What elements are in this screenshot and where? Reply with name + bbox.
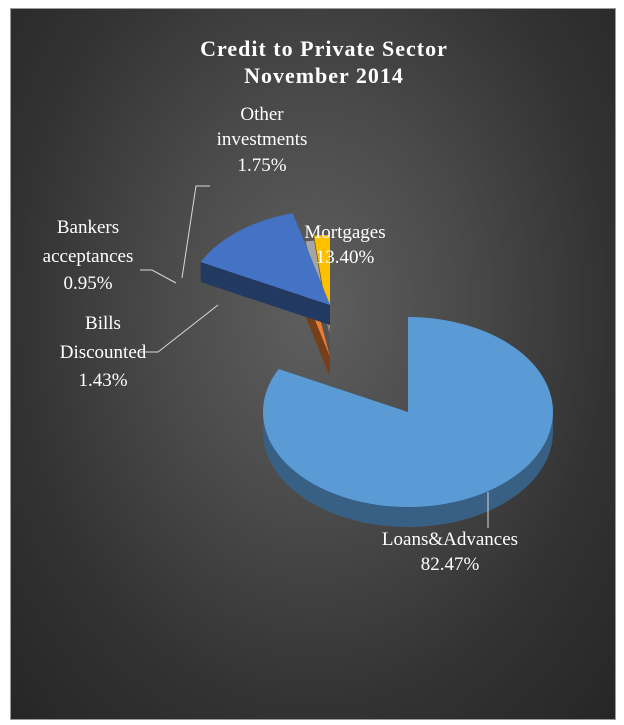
label-bankers: Bankers acceptances 0.95% — [43, 217, 134, 294]
label-bankers-line1: Bankers — [57, 217, 119, 238]
pie-slice-loans-advances — [263, 317, 553, 527]
label-bankers-pct: 0.95% — [63, 273, 112, 294]
label-other: Other investments 1.75% — [217, 104, 308, 176]
label-other-line2: investments — [217, 129, 308, 150]
label-other-pct: 1.75% — [237, 155, 286, 176]
label-other-line1: Other — [240, 104, 284, 125]
label-bills-line1: Bills — [85, 313, 121, 334]
label-bills-line2: Discounted — [60, 342, 147, 363]
label-bills: Bills Discounted 1.43% — [60, 313, 147, 391]
pie-slice-mortgages — [200, 213, 330, 325]
chart-title-line2: November 2014 — [244, 63, 404, 88]
label-mortgages-pct: 13.40% — [316, 247, 375, 268]
label-loans-pct: 82.47% — [421, 554, 480, 575]
leader-line-other — [181, 185, 210, 279]
label-mortgages: Mortgages 13.40% — [304, 222, 385, 268]
label-bankers-line2: acceptances — [43, 246, 134, 267]
label-loans: Loans&Advances 82.47% — [382, 529, 518, 575]
label-bills-pct: 1.43% — [78, 370, 127, 391]
label-loans-name: Loans&Advances — [382, 529, 518, 550]
chart-title-line1: Credit to Private Sector — [200, 36, 448, 61]
label-mortgages-name: Mortgages — [304, 222, 385, 243]
leader-line-bills — [140, 304, 219, 353]
leader-line-bankers — [140, 269, 177, 284]
